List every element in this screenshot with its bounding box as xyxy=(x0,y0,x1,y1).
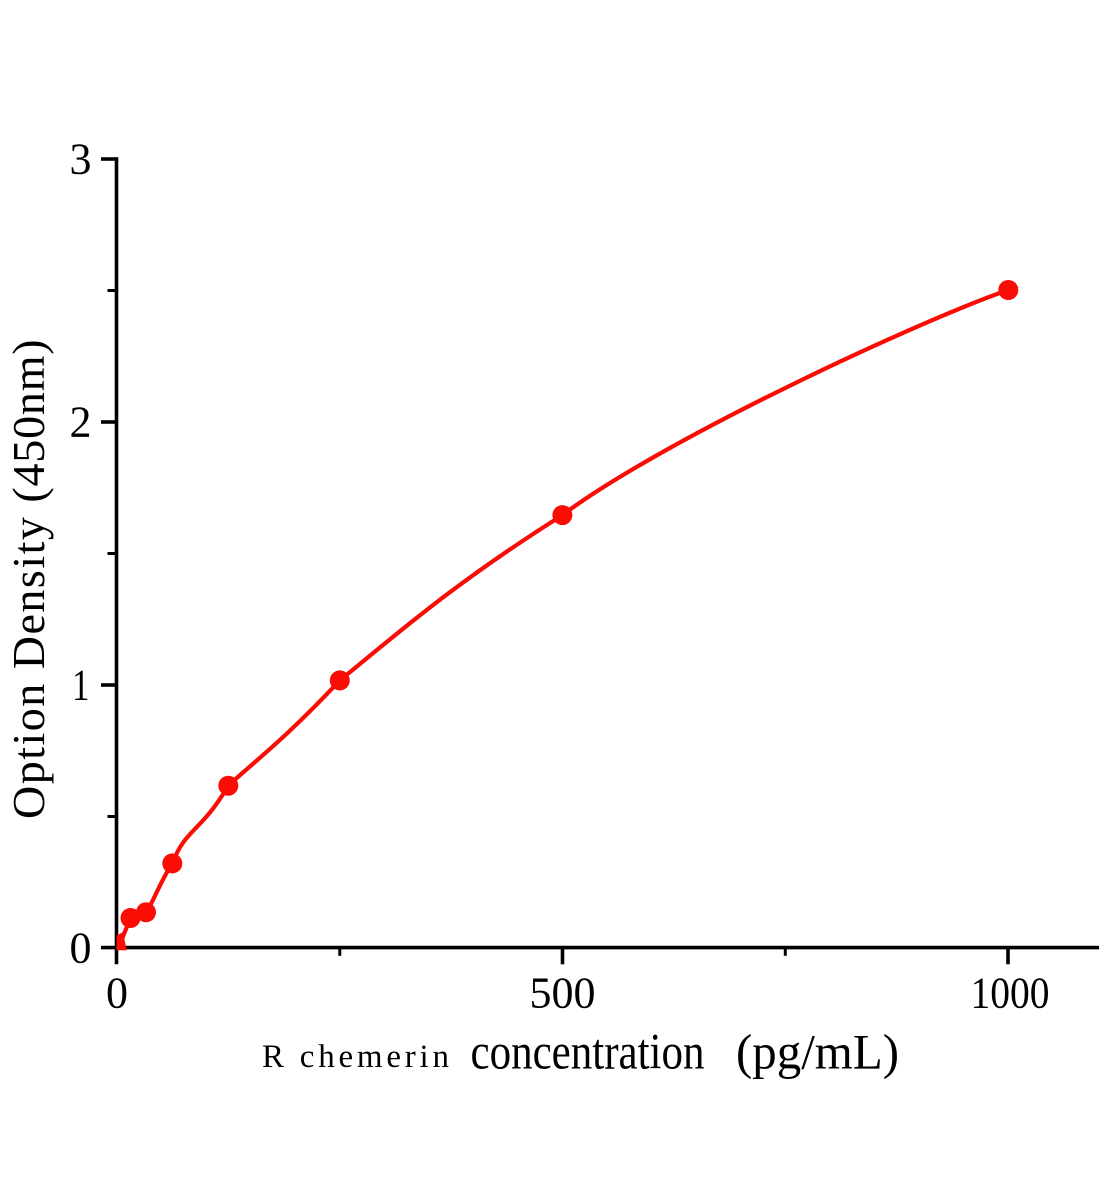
svg-text:0: 0 xyxy=(106,969,128,1018)
svg-text:500: 500 xyxy=(530,969,596,1018)
svg-text:Option Density (450nm): Option Density (450nm) xyxy=(3,339,54,819)
svg-text:3: 3 xyxy=(70,135,92,184)
svg-text:2: 2 xyxy=(70,398,92,447)
svg-text:concentration: concentration xyxy=(471,1025,705,1081)
svg-text:0: 0 xyxy=(70,924,92,973)
svg-text:(pg/mL): (pg/mL) xyxy=(736,1024,899,1080)
svg-text:1: 1 xyxy=(72,661,90,710)
svg-text:1000: 1000 xyxy=(971,969,1050,1018)
